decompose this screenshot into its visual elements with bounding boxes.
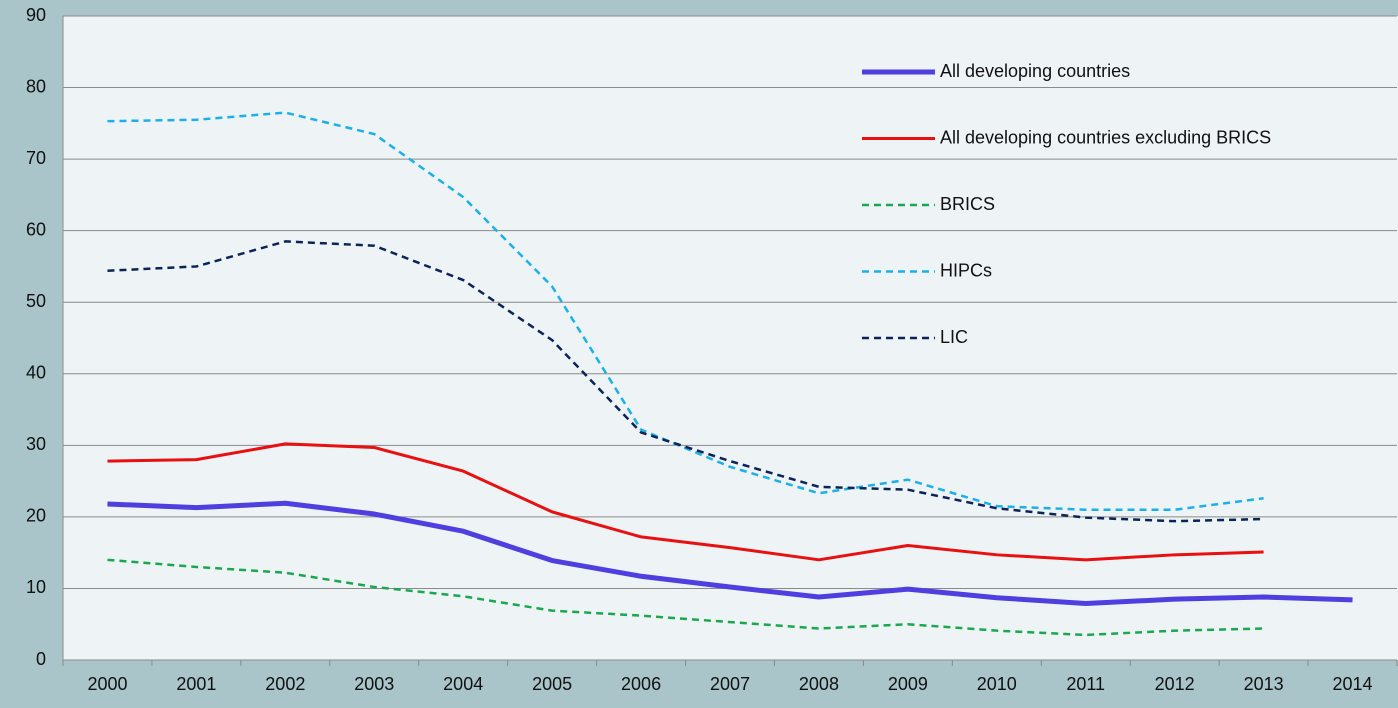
legend-label: All developing countries excluding BRICS	[940, 127, 1271, 147]
x-tick-label: 2002	[265, 674, 305, 694]
x-tick-label: 2013	[1244, 674, 1284, 694]
x-tick-label: 2000	[87, 674, 127, 694]
plot-area	[63, 16, 1398, 660]
series-line	[107, 111, 1264, 511]
legend-label: HIPCs	[940, 260, 992, 280]
y-tick-label: 60	[26, 219, 46, 239]
x-tick-label: 2006	[621, 674, 661, 694]
y-tick-label: 90	[26, 5, 46, 25]
series-line	[107, 442, 1264, 562]
x-tick-label: 2005	[532, 674, 572, 694]
legend-label: All developing countries	[940, 61, 1130, 81]
x-tick-label: 2001	[176, 674, 216, 694]
x-tick-label: 2011	[1066, 674, 1105, 694]
x-tick-label: 2008	[799, 674, 839, 694]
y-tick-label: 0	[36, 649, 46, 669]
x-tick-label: 2010	[977, 674, 1017, 694]
x-tick-label: 2009	[888, 674, 928, 694]
y-tick-label: 80	[26, 76, 46, 96]
y-tick-label: 20	[26, 506, 46, 526]
y-tick-label: 50	[26, 291, 46, 311]
x-tick-label: 2012	[1155, 674, 1195, 694]
x-tick-label: 2014	[1333, 674, 1373, 694]
x-tick-label: 2004	[443, 674, 483, 694]
y-tick-label: 30	[26, 434, 46, 454]
y-tick-label: 10	[26, 577, 46, 597]
series-line	[107, 240, 1264, 523]
x-tick-label: 2003	[354, 674, 394, 694]
y-tick-label: 70	[26, 148, 46, 168]
legend-label: BRICS	[940, 194, 995, 214]
series-line	[107, 558, 1264, 637]
series-line	[107, 500, 1353, 606]
y-tick-label: 40	[26, 363, 46, 383]
legend-label: LIC	[940, 327, 968, 347]
x-tick-label: 2007	[710, 674, 750, 694]
